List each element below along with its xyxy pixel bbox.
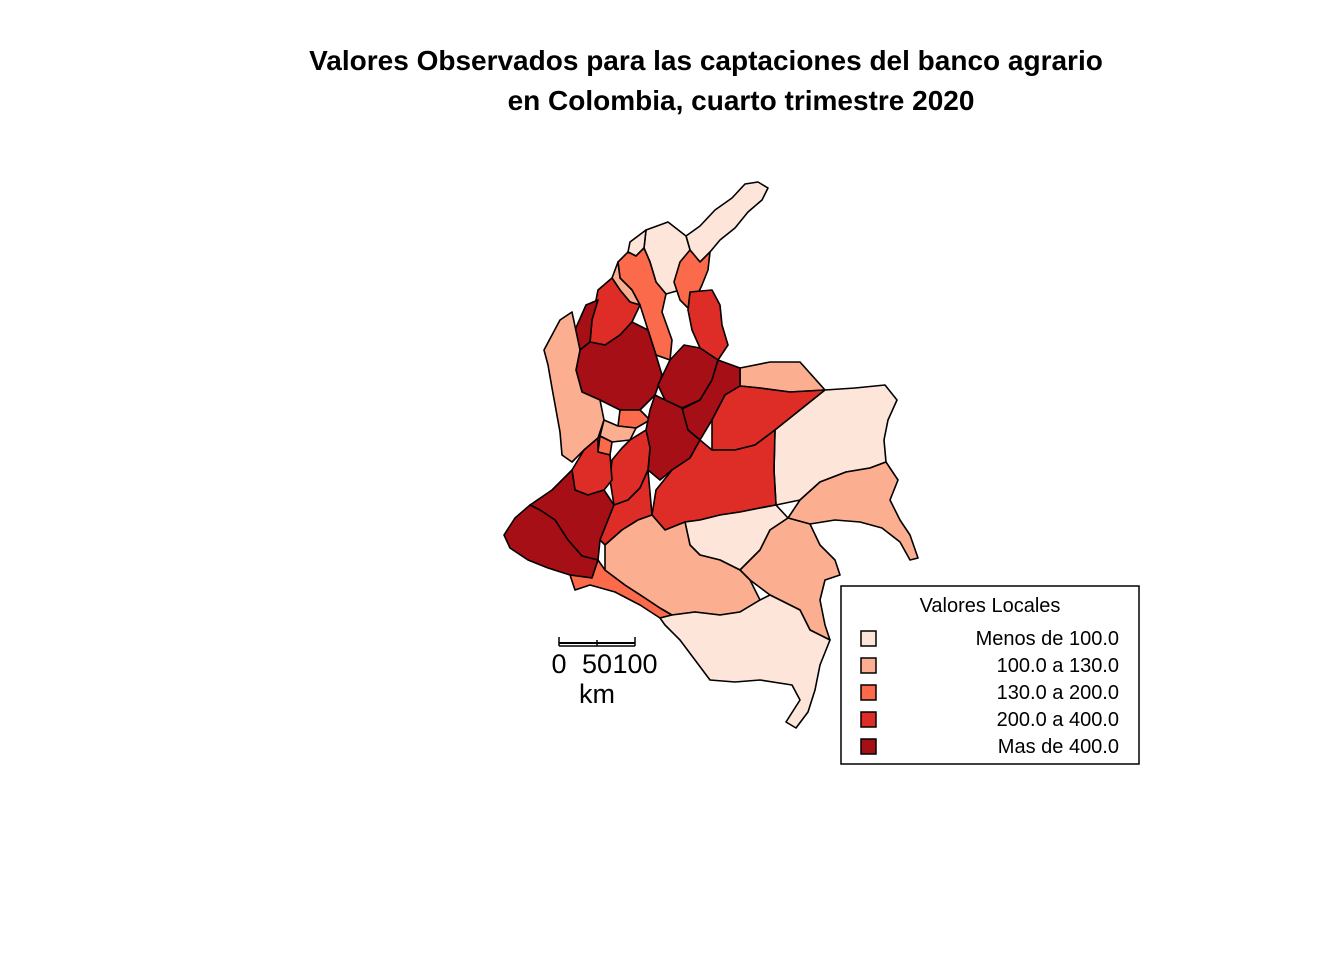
legend-swatch-0 — [860, 630, 877, 647]
legend-swatch-3 — [860, 711, 877, 728]
map-title-line1: Valores Observados para las captaciones … — [309, 45, 1103, 76]
legend-title: Valores Locales — [920, 595, 1061, 617]
legend-label-1: 100.0 a 130.0 — [997, 655, 1119, 677]
scale-label-0: 0 — [551, 649, 566, 679]
department-guainia — [787, 461, 919, 561]
scale-bar: 0 50 100 km — [551, 637, 658, 709]
scale-label-50: 50 — [582, 649, 612, 679]
legend-box — [840, 585, 1140, 765]
department-vaupes — [739, 517, 841, 641]
map-title-line2: en Colombia, cuarto trimestre 2020 — [508, 85, 975, 116]
colombia-map — [503, 181, 919, 729]
legend: Valores Locales Menos de 100.0 100.0 a 13… — [840, 585, 1140, 765]
legend-swatch-4 — [860, 738, 877, 755]
legend-label-0: Menos de 100.0 — [976, 628, 1119, 650]
department-caldas — [617, 409, 651, 429]
legend-label-2: 130.0 a 200.0 — [997, 682, 1119, 704]
legend-label-3: 200.0 a 400.0 — [997, 709, 1119, 731]
scale-unit: km — [579, 679, 615, 709]
department-amazonas — [659, 594, 831, 729]
scale-label-100: 100 — [612, 649, 657, 679]
department-caqueta — [604, 514, 761, 616]
department-la-guajira — [685, 181, 769, 263]
legend-swatch-2 — [860, 684, 877, 701]
legend-swatch-1 — [860, 657, 877, 674]
legend-label-4: Mas de 400.0 — [998, 736, 1119, 758]
department-norte-de-santander — [687, 289, 729, 361]
